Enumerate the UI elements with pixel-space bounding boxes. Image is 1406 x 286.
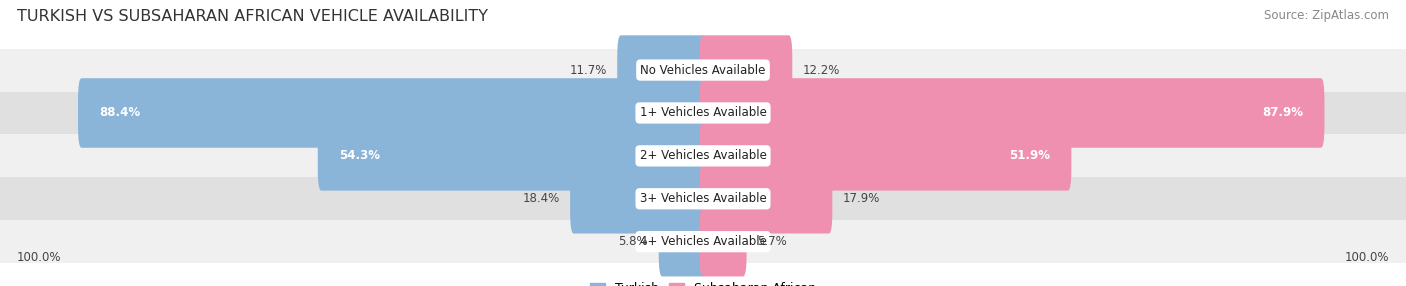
FancyBboxPatch shape — [318, 121, 707, 190]
FancyBboxPatch shape — [700, 78, 1324, 148]
FancyBboxPatch shape — [0, 177, 1406, 220]
Text: 87.9%: 87.9% — [1263, 106, 1303, 120]
Text: 17.9%: 17.9% — [844, 192, 880, 205]
Text: No Vehicles Available: No Vehicles Available — [640, 63, 766, 77]
Text: 12.2%: 12.2% — [803, 63, 841, 77]
FancyBboxPatch shape — [700, 121, 1071, 190]
Text: 3+ Vehicles Available: 3+ Vehicles Available — [640, 192, 766, 205]
FancyBboxPatch shape — [700, 164, 832, 233]
Text: 54.3%: 54.3% — [339, 149, 380, 162]
FancyBboxPatch shape — [617, 35, 707, 105]
Text: 2+ Vehicles Available: 2+ Vehicles Available — [640, 149, 766, 162]
Text: 88.4%: 88.4% — [98, 106, 141, 120]
Text: TURKISH VS SUBSAHARAN AFRICAN VEHICLE AVAILABILITY: TURKISH VS SUBSAHARAN AFRICAN VEHICLE AV… — [17, 9, 488, 23]
Legend: Turkish, Subsaharan African: Turkish, Subsaharan African — [591, 283, 815, 286]
Text: Source: ZipAtlas.com: Source: ZipAtlas.com — [1264, 9, 1389, 21]
FancyBboxPatch shape — [700, 207, 747, 276]
FancyBboxPatch shape — [571, 164, 707, 233]
FancyBboxPatch shape — [77, 78, 707, 148]
FancyBboxPatch shape — [700, 35, 793, 105]
Text: 5.7%: 5.7% — [756, 235, 787, 248]
Text: 51.9%: 51.9% — [1010, 149, 1050, 162]
Text: 18.4%: 18.4% — [523, 192, 560, 205]
Text: 100.0%: 100.0% — [17, 251, 62, 264]
Text: 100.0%: 100.0% — [1344, 251, 1389, 264]
Text: 4+ Vehicles Available: 4+ Vehicles Available — [640, 235, 766, 248]
FancyBboxPatch shape — [0, 220, 1406, 263]
FancyBboxPatch shape — [0, 49, 1406, 92]
Text: 5.8%: 5.8% — [619, 235, 648, 248]
Text: 1+ Vehicles Available: 1+ Vehicles Available — [640, 106, 766, 120]
FancyBboxPatch shape — [0, 92, 1406, 134]
FancyBboxPatch shape — [658, 207, 707, 276]
FancyBboxPatch shape — [0, 134, 1406, 177]
Text: 11.7%: 11.7% — [569, 63, 607, 77]
